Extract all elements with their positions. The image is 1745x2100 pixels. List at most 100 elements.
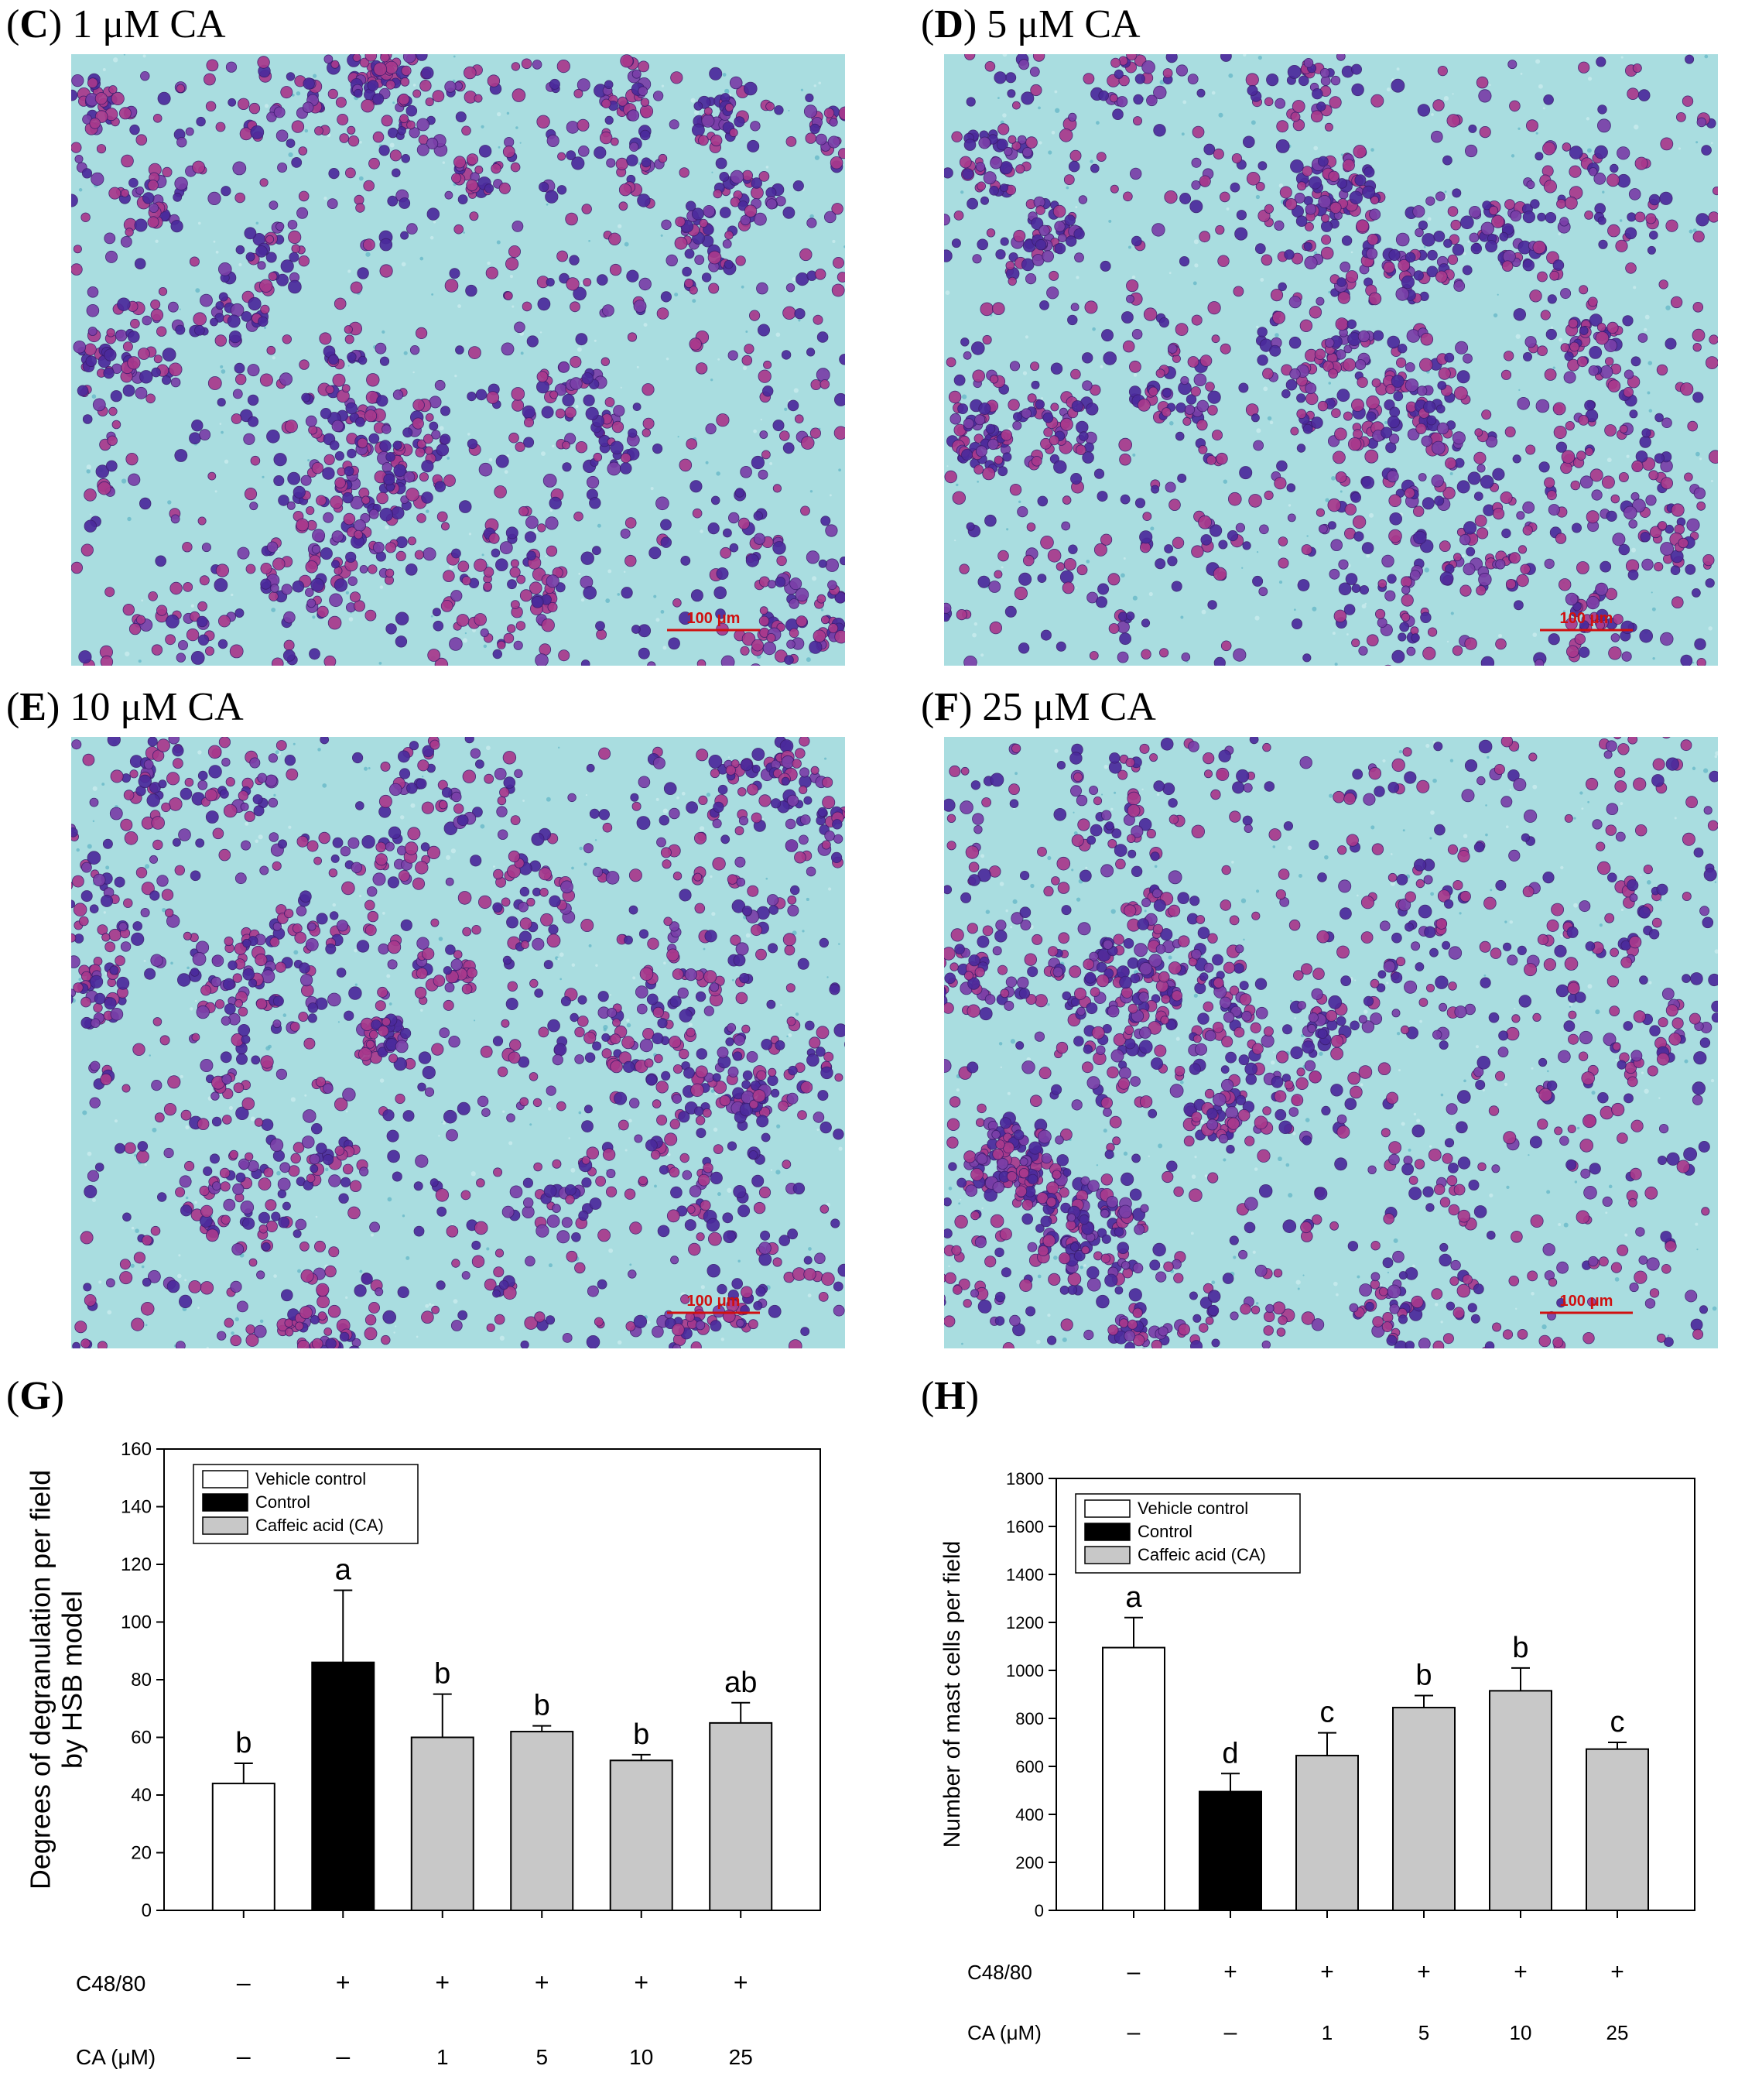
mast-cell (205, 810, 219, 824)
mast-cell (393, 1057, 408, 1071)
mast-cell (642, 417, 655, 430)
speckle (387, 1197, 392, 1202)
mast-cell (827, 580, 837, 591)
mast-cell (1463, 521, 1477, 535)
mast-cell (1276, 460, 1288, 472)
speckle (135, 1228, 139, 1233)
mast-cell (1142, 512, 1152, 521)
speckle (474, 1019, 476, 1022)
speckle (509, 275, 514, 279)
mast-cell (720, 655, 735, 666)
mast-cell (364, 1314, 377, 1326)
mast-cell (547, 1019, 560, 1033)
mast-cell (549, 78, 560, 90)
mast-cell (182, 542, 193, 553)
mast-cell (1587, 296, 1598, 307)
mast-cell (368, 1302, 380, 1314)
mast-cell (217, 615, 231, 628)
speckle (1520, 72, 1523, 75)
mast-cell (684, 968, 697, 981)
mast-cell (1276, 120, 1289, 133)
mast-cell (1362, 185, 1376, 199)
mast-cell (1443, 238, 1452, 248)
mast-cell (323, 1327, 333, 1336)
speckle (1092, 327, 1096, 331)
speckle (792, 930, 797, 936)
mast-cell (1203, 143, 1216, 156)
mast-cell (963, 139, 977, 151)
mast-cell (104, 348, 117, 361)
mast-cell (266, 429, 280, 444)
mast-cell (172, 838, 181, 847)
mast-cell (1358, 646, 1368, 656)
mast-cell (1191, 157, 1202, 168)
mast-cell (693, 101, 703, 111)
speckle (1269, 420, 1274, 425)
mast-cell (953, 210, 964, 221)
mast-cell (952, 491, 966, 505)
speckle (655, 618, 660, 622)
mast-cell (299, 1241, 310, 1252)
mast-cell (1027, 393, 1037, 403)
mast-cell (740, 646, 750, 656)
mast-cell (1481, 409, 1492, 420)
mast-cell (176, 136, 187, 148)
speckle (1169, 421, 1174, 426)
mast-cell (470, 855, 482, 867)
mast-cell (221, 758, 231, 767)
mast-cell (511, 387, 525, 401)
mast-cell (1261, 254, 1273, 266)
mast-cell (519, 589, 532, 602)
mast-cell (1022, 147, 1033, 158)
mast-cell (766, 999, 776, 1009)
mast-cell (343, 512, 356, 526)
mast-cell (354, 1284, 367, 1297)
mast-cell (761, 450, 771, 460)
mast-cell (293, 1142, 305, 1153)
mast-cell (768, 905, 778, 915)
mast-cell (1495, 559, 1506, 570)
mast-cell (224, 1003, 236, 1015)
mast-cell (105, 460, 118, 472)
mast-cell (446, 1129, 458, 1142)
mast-cell (562, 393, 575, 407)
speckle (195, 288, 200, 293)
speckle (1051, 130, 1056, 135)
mast-cell (242, 1217, 255, 1230)
mast-cell (443, 1109, 457, 1124)
mast-cell (686, 801, 698, 814)
mast-cell (602, 1148, 616, 1161)
mast-cell (331, 530, 344, 543)
speckle (447, 457, 450, 460)
mast-cell (199, 1185, 210, 1197)
speckle (313, 74, 317, 78)
mast-cell (977, 238, 988, 251)
mast-cell (424, 446, 433, 455)
mast-cell (756, 1115, 769, 1128)
mast-cell (433, 620, 444, 632)
speckle (1123, 557, 1126, 560)
mast-cell (1537, 345, 1548, 357)
mast-cell (529, 1072, 539, 1081)
mast-cell (758, 615, 770, 627)
mast-cell (300, 474, 312, 486)
speckle (234, 1317, 239, 1322)
mast-cell (190, 968, 200, 977)
mast-cell (1278, 536, 1288, 546)
mast-cell (1184, 404, 1196, 415)
speckle (710, 1089, 715, 1093)
speckle (1695, 451, 1700, 457)
mast-cell (71, 142, 82, 153)
mast-cell (537, 297, 551, 311)
mast-cell (487, 74, 501, 87)
mast-cell (545, 516, 559, 530)
mast-cell (994, 455, 1004, 465)
mast-cell (329, 440, 340, 450)
mast-cell (628, 868, 642, 882)
speckle (130, 1263, 135, 1268)
mast-cell (85, 355, 98, 368)
mast-cell (461, 983, 473, 995)
mast-cell (317, 1311, 327, 1321)
mast-cell (813, 314, 823, 325)
mast-cell (1322, 360, 1334, 372)
